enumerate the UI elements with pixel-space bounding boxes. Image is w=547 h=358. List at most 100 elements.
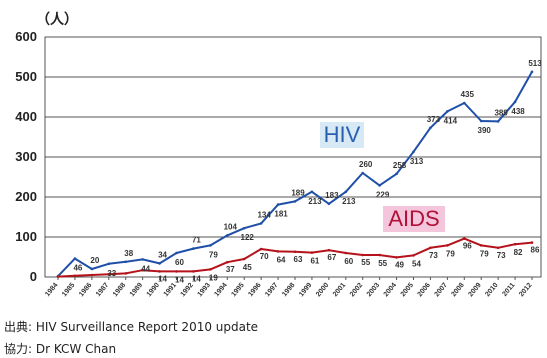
- point-hiv-1993: [209, 244, 212, 247]
- point-aids-2000: [327, 248, 331, 252]
- data-label-aids-2002: 55: [361, 258, 370, 267]
- point-hiv-1991: [175, 251, 178, 255]
- data-label-hiv-2001: 213: [342, 197, 356, 206]
- data-label-hiv-2008: 435: [461, 90, 475, 99]
- data-label-aids-2009: 79: [480, 249, 489, 258]
- x-tick-1996: 1996: [247, 282, 262, 299]
- x-tick-1985: 1985: [61, 282, 76, 299]
- x-tick-2001: 2001: [332, 282, 347, 299]
- x-tick-2007: 2007: [434, 282, 449, 299]
- point-aids-2007: [446, 244, 449, 247]
- data-label-aids-2000: 67: [327, 253, 336, 262]
- point-aids-2010: [496, 246, 500, 250]
- y-tick-200: 200: [15, 189, 37, 204]
- data-label-aids-2010: 73: [497, 251, 506, 260]
- point-hiv-2010: [496, 120, 500, 123]
- point-hiv-1994: [225, 234, 229, 237]
- data-label-hiv-1989: 44: [141, 264, 150, 273]
- point-aids-2008: [462, 237, 466, 240]
- y-axis: 0 100 200 300 400 500 600: [15, 29, 37, 284]
- x-tick-2003: 2003: [366, 282, 381, 299]
- cooperation-note: 協力: Dr KCW Chan: [4, 342, 117, 356]
- data-label-hiv-1999: 213: [308, 197, 322, 206]
- point-aids-2011: [513, 242, 517, 246]
- x-tick-2002: 2002: [349, 282, 364, 299]
- point-hiv-2005: [412, 150, 415, 154]
- point-hiv-1986: [90, 267, 94, 271]
- data-label-hiv-2009: 390: [478, 126, 492, 135]
- x-axis: 1984 1985 1986 1987 1988 1989 1990 1991 1992 1993…: [44, 277, 534, 299]
- data-label-hiv-2007: 414: [444, 116, 458, 125]
- point-aids-1984: [56, 275, 60, 278]
- y-unit-label: （人）: [36, 11, 78, 28]
- x-tick-2012: 2012: [518, 282, 533, 299]
- point-hiv-1990: [158, 262, 161, 265]
- x-tick-1984: 1984: [44, 282, 59, 299]
- data-label-aids-2012: 86: [531, 246, 540, 255]
- point-hiv-2006: [429, 126, 432, 130]
- point-hiv-1987: [107, 262, 111, 266]
- data-label-hiv-1990: 34: [158, 250, 167, 259]
- data-label-hiv-2002: 260: [359, 160, 373, 169]
- data-label-hiv-2012: 513: [528, 59, 542, 68]
- data-label-aids-2003: 55: [378, 259, 387, 268]
- x-tick-1987: 1987: [95, 282, 110, 299]
- point-hiv-1996: [259, 222, 263, 225]
- point-aids-1995: [242, 257, 246, 261]
- point-hiv-2007: [446, 110, 449, 113]
- data-label-aids-1992: 14: [192, 274, 201, 283]
- y-tick-400: 400: [15, 109, 37, 124]
- data-label-hiv-1985: 46: [73, 264, 82, 273]
- point-aids-1986: [90, 273, 94, 277]
- series-group: [56, 70, 534, 278]
- point-aids-2006: [429, 246, 432, 250]
- point-hiv-2004: [395, 172, 398, 176]
- x-tick-2009: 2009: [467, 282, 482, 299]
- x-tick-2008: 2008: [450, 282, 465, 299]
- x-tick-2005: 2005: [400, 282, 415, 299]
- data-label-aids-2005: 54: [412, 259, 421, 268]
- data-label-hiv-2011: 438: [511, 107, 525, 116]
- data-label-aids-1994: 37: [226, 265, 235, 274]
- data-label-aids-1997: 64: [277, 255, 286, 264]
- point-aids-1985: [73, 274, 77, 278]
- data-label-aids-1993: 19: [209, 273, 218, 282]
- data-label-hiv-2004: 258: [393, 161, 407, 170]
- x-tick-1986: 1986: [78, 282, 93, 299]
- data-label-aids-2006: 73: [429, 251, 438, 260]
- data-label-aids-1996: 70: [260, 252, 269, 261]
- point-hiv-2008: [462, 101, 466, 105]
- point-aids-1994: [225, 260, 229, 264]
- point-hiv-2009: [479, 119, 483, 123]
- point-hiv-1989: [141, 258, 144, 261]
- data-label-hiv-1998: 189: [291, 188, 305, 197]
- y-tick-600: 600: [15, 29, 37, 44]
- point-hiv-2002: [361, 171, 365, 175]
- data-label-aids-1990: 14: [158, 274, 167, 283]
- data-label-aids-2007: 79: [446, 249, 455, 258]
- data-label-aids-2011: 82: [514, 248, 523, 257]
- source-note: 出典: HIV Surveillance Report 2010 update: [4, 320, 259, 334]
- data-label-aids-2001: 60: [344, 257, 353, 266]
- point-hiv-1985: [73, 257, 77, 260]
- point-hiv-1998: [293, 200, 297, 203]
- point-aids-1988: [124, 272, 128, 275]
- point-hiv-1992: [192, 247, 195, 250]
- data-label-hiv-1994: 104: [224, 222, 238, 231]
- point-aids-1997: [276, 250, 280, 253]
- data-label-aids-2008: 96: [463, 242, 472, 251]
- data-label-hiv-1987: 33: [107, 269, 116, 278]
- point-hiv-2011: [513, 100, 517, 104]
- data-label-aids-2004: 49: [395, 260, 404, 269]
- point-aids-1991: [175, 270, 178, 273]
- point-hiv-1995: [242, 226, 246, 230]
- point-aids-1992: [192, 270, 195, 273]
- data-label-hiv-1991: 60: [175, 258, 184, 267]
- data-label-hiv-1995: 122: [241, 233, 255, 242]
- series-name-bg-aids: [383, 206, 445, 232]
- data-label-hiv-2010: 389: [494, 108, 508, 117]
- data-label-aids-1991: 14: [175, 275, 184, 284]
- point-aids-2009: [479, 244, 483, 247]
- point-hiv-1997: [276, 203, 280, 206]
